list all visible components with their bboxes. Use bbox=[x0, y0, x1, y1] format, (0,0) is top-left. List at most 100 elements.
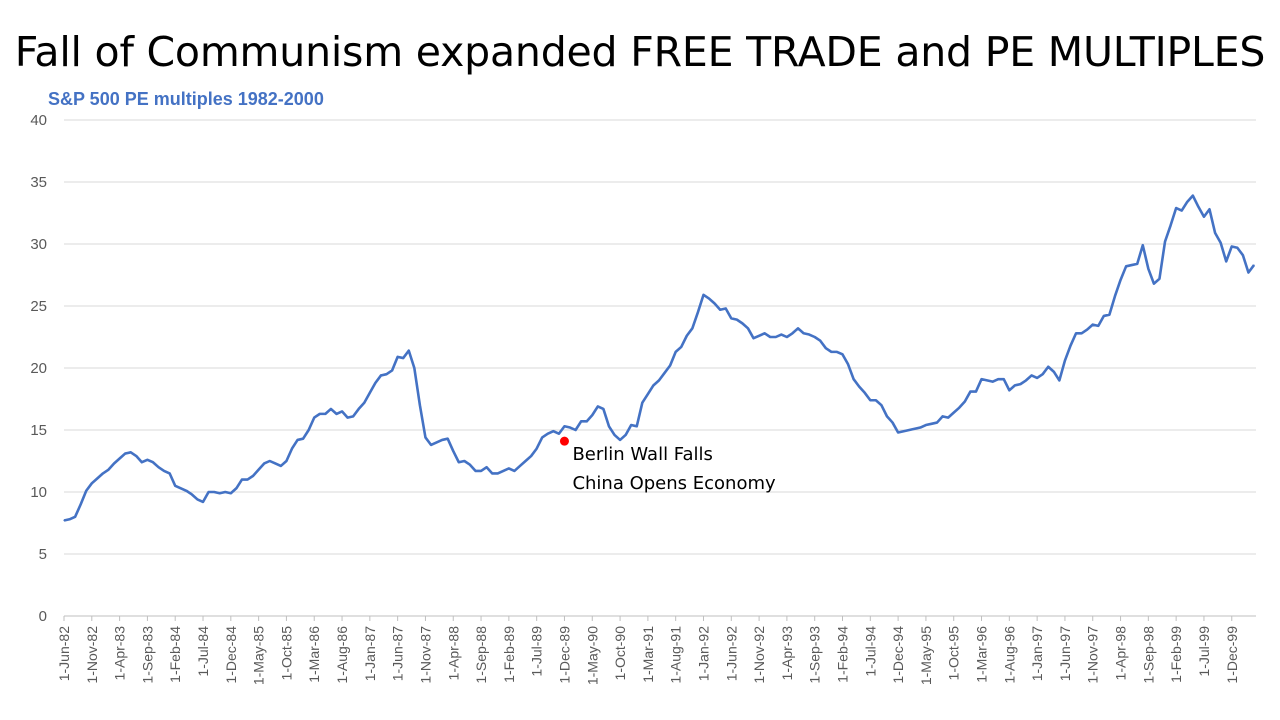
data-point bbox=[780, 333, 782, 336]
data-point bbox=[1153, 283, 1155, 285]
data-point bbox=[669, 364, 671, 367]
data-point bbox=[591, 414, 593, 416]
x-tick-label: 1-Feb-84 bbox=[167, 626, 183, 683]
x-tick-label: 1-Mar-91 bbox=[640, 626, 656, 683]
data-point bbox=[313, 417, 315, 419]
x-tick-label: 1-Aug-91 bbox=[668, 626, 684, 684]
data-point bbox=[992, 381, 994, 383]
data-point bbox=[1008, 389, 1010, 391]
x-tick-label: 1-Oct-90 bbox=[612, 626, 628, 681]
data-point bbox=[1214, 232, 1216, 234]
data-point bbox=[686, 335, 688, 337]
data-point bbox=[380, 374, 382, 377]
data-point bbox=[964, 400, 966, 403]
data-point bbox=[1064, 359, 1066, 362]
data-point bbox=[91, 482, 93, 484]
data-point bbox=[68, 518, 71, 520]
data-point bbox=[802, 332, 805, 334]
data-point bbox=[146, 459, 149, 461]
data-point bbox=[702, 294, 705, 296]
data-point bbox=[246, 479, 249, 481]
data-point bbox=[891, 421, 894, 424]
data-point bbox=[513, 470, 516, 472]
data-point bbox=[752, 337, 755, 339]
data-point bbox=[524, 460, 527, 462]
x-tick-label: 1-May-90 bbox=[584, 626, 600, 685]
data-point bbox=[308, 429, 310, 431]
data-point bbox=[213, 491, 215, 493]
x-tick-label: 1-Jul-94 bbox=[862, 626, 878, 677]
x-tick-label: 1-Mar-96 bbox=[974, 626, 990, 683]
data-point bbox=[413, 367, 415, 369]
x-tick-label: 1-Aug-86 bbox=[334, 626, 350, 684]
data-point bbox=[569, 426, 571, 429]
data-point bbox=[714, 302, 716, 305]
data-point bbox=[1169, 224, 1172, 226]
data-point bbox=[1142, 244, 1144, 246]
data-point bbox=[1181, 209, 1183, 212]
data-point bbox=[825, 347, 827, 349]
data-point bbox=[1236, 247, 1238, 249]
data-point bbox=[641, 402, 643, 404]
y-tick-label: 35 bbox=[30, 174, 47, 191]
data-point bbox=[141, 461, 143, 463]
data-point bbox=[252, 475, 254, 477]
data-point bbox=[397, 356, 399, 358]
x-tick-label: 1-Oct-85 bbox=[278, 626, 294, 681]
data-point bbox=[1203, 216, 1205, 218]
data-point bbox=[697, 311, 699, 313]
data-point bbox=[547, 433, 549, 435]
data-point bbox=[675, 351, 677, 353]
y-tick-label: 5 bbox=[39, 546, 47, 563]
data-point bbox=[235, 487, 237, 489]
data-point bbox=[435, 441, 438, 443]
data-point bbox=[130, 451, 132, 453]
x-tick-label: 1-Feb-99 bbox=[1168, 626, 1184, 683]
data-point bbox=[858, 386, 860, 388]
data-point bbox=[936, 421, 938, 424]
data-point bbox=[613, 434, 616, 436]
data-point bbox=[430, 444, 432, 446]
data-point bbox=[897, 431, 899, 434]
x-tick-label: 1-Oct-95 bbox=[946, 626, 962, 681]
data-point bbox=[886, 415, 888, 417]
data-point bbox=[224, 491, 226, 493]
data-point bbox=[324, 413, 326, 415]
data-point bbox=[541, 436, 543, 439]
data-point bbox=[385, 373, 388, 375]
data-point bbox=[1025, 379, 1027, 381]
data-point bbox=[908, 429, 910, 431]
x-tick-label: 1-Jun-92 bbox=[723, 626, 739, 681]
data-point bbox=[274, 462, 276, 465]
data-point bbox=[124, 452, 126, 455]
data-point bbox=[647, 393, 649, 395]
data-point bbox=[119, 457, 121, 460]
y-tick-label: 40 bbox=[30, 112, 47, 129]
x-tick-label: 1-Jan-87 bbox=[362, 626, 378, 681]
data-point bbox=[207, 491, 210, 493]
data-point bbox=[1058, 379, 1060, 381]
x-tick-label: 1-Sep-93 bbox=[807, 626, 823, 684]
data-point bbox=[530, 455, 532, 457]
x-tick-label: 1-Feb-89 bbox=[501, 626, 517, 683]
x-tick-label: 1-Apr-98 bbox=[1113, 626, 1129, 681]
data-point bbox=[1253, 264, 1255, 266]
data-point bbox=[1092, 324, 1094, 326]
data-point bbox=[1231, 245, 1233, 248]
data-point bbox=[296, 439, 299, 441]
data-point bbox=[574, 429, 577, 431]
x-tick-label: 1-May-95 bbox=[918, 626, 934, 685]
data-point bbox=[1131, 264, 1133, 266]
x-tick-label: 1-Dec-99 bbox=[1224, 626, 1240, 684]
data-point bbox=[263, 462, 265, 465]
data-point bbox=[369, 392, 371, 394]
y-tick-label: 0 bbox=[39, 608, 47, 625]
data-point bbox=[558, 433, 560, 435]
data-point bbox=[291, 448, 293, 450]
data-point bbox=[402, 357, 404, 359]
data-point bbox=[202, 501, 204, 503]
data-point bbox=[1192, 195, 1194, 197]
data-point bbox=[841, 353, 844, 355]
data-point bbox=[1225, 260, 1227, 262]
